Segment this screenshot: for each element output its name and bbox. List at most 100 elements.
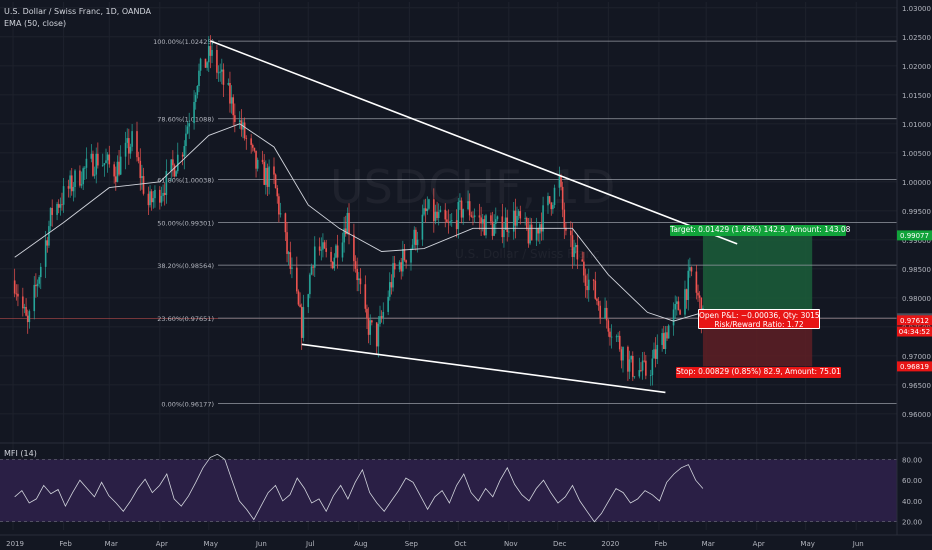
candle-body [243, 122, 246, 139]
candle-body [199, 58, 202, 71]
mfi-tick-label: 60.00 [902, 477, 922, 485]
candle-body [46, 240, 49, 246]
candle-body [459, 200, 461, 202]
candle-body [44, 240, 47, 267]
price-tick-label: 1.02500 [902, 34, 931, 42]
time-tick-label: Mar [105, 540, 118, 548]
candle-body [535, 228, 538, 241]
candle-body [93, 174, 96, 176]
trendline [210, 40, 738, 245]
candle-body [278, 196, 280, 215]
candle-body [594, 280, 597, 299]
candle-body [630, 355, 632, 360]
candle-body [631, 355, 634, 377]
candle-body [193, 101, 195, 124]
candle-body [478, 215, 481, 218]
candle-body [423, 208, 425, 215]
candle-body [468, 201, 471, 216]
candle-body [172, 159, 174, 166]
candle-body [289, 252, 292, 269]
price-tick-label: 0.99500 [902, 208, 931, 216]
candle-body [163, 192, 166, 196]
candle-body [331, 261, 334, 269]
price-tick-label: 1.00500 [902, 150, 931, 158]
stop-label: Stop: 0.00829 (0.85%) 82.9, Amount: 75.0… [676, 367, 841, 378]
trendlines[interactable] [210, 40, 738, 394]
candle-body [176, 154, 179, 172]
candle-body [415, 229, 417, 246]
candle-body [503, 229, 505, 238]
candle-body [527, 228, 530, 244]
candle-body [524, 217, 526, 219]
candle-body [227, 82, 230, 85]
candle-body [72, 186, 75, 192]
candle-body [343, 228, 345, 243]
time-tick-label: Aug [354, 540, 368, 548]
ema-legend[interactable]: EMA (50, close) [4, 19, 67, 28]
candle-body [656, 344, 659, 359]
candle-body [353, 234, 355, 262]
candle-body [620, 349, 623, 361]
candle-body [586, 285, 588, 291]
candle-body [377, 323, 380, 347]
candle-body [84, 167, 86, 169]
candle-body [684, 289, 686, 315]
candle-body [341, 242, 344, 258]
candle-body [537, 228, 539, 234]
candle-body [222, 69, 225, 85]
candle-body [274, 174, 277, 188]
candle-body [325, 248, 327, 252]
symbol-legend[interactable]: U.S. Dollar / Swiss Franc, 1D, OANDA [4, 7, 151, 16]
candle-body [483, 219, 486, 236]
candle-body [493, 223, 495, 236]
fib-level-label: 23.60%(0.97651) [157, 315, 214, 323]
candle-body [514, 210, 517, 226]
candle-body [462, 209, 464, 218]
candle-body [302, 307, 305, 338]
price-tick-label: 0.97000 [902, 353, 931, 361]
candle-body [128, 138, 130, 154]
candle-body [97, 153, 99, 166]
candle-body [137, 157, 140, 161]
candle-body [517, 211, 520, 216]
candle-body [570, 230, 572, 236]
candle-body [672, 309, 675, 326]
candle-body [421, 214, 424, 240]
candle-body [446, 219, 448, 222]
candle-body [413, 229, 416, 245]
fib-level-label: 78.60%(1.01088) [157, 116, 214, 124]
candle-body [33, 284, 36, 312]
candle-body [276, 187, 279, 197]
candle-body [322, 242, 324, 250]
candle-body [61, 204, 63, 206]
candle-body [300, 306, 303, 338]
candle-body [402, 249, 404, 272]
price-tick-label: 0.96500 [902, 382, 931, 390]
candle-body [108, 154, 111, 165]
price-tick-label: 1.01000 [902, 121, 931, 129]
candle-body [204, 58, 207, 68]
candle-body [392, 263, 394, 288]
candle-body [687, 270, 690, 300]
candle-body [159, 189, 161, 203]
candle-body [142, 176, 145, 194]
mfi-legend[interactable]: MFI (14) [4, 449, 37, 458]
time-tick-label: Feb [59, 540, 72, 548]
candle-body [525, 217, 528, 229]
time-axis[interactable]: 2019 Feb Mar Apr May Jun Jul Aug Sep Oct Nov Dec 202… [0, 534, 932, 548]
price-label-text: 0.97612 [900, 317, 929, 325]
candle-body [333, 257, 336, 269]
candle-body [542, 205, 544, 232]
price-label-text: 0.99077 [900, 232, 929, 240]
candle-body [563, 209, 566, 228]
fibonacci-retracement[interactable]: 100.00%(1.02425) 78.60%(1.01088) 61.80%(1.… [153, 38, 897, 409]
candle-body [539, 224, 541, 234]
candle-body [194, 95, 197, 102]
price-axis[interactable]: 1.03000 1.02500 1.02000 1.01500 1.01000 1.005… [896, 0, 931, 535]
candle-body [610, 336, 613, 338]
candle-body [689, 267, 691, 271]
candle-body [103, 163, 106, 166]
candle-body [209, 46, 212, 56]
